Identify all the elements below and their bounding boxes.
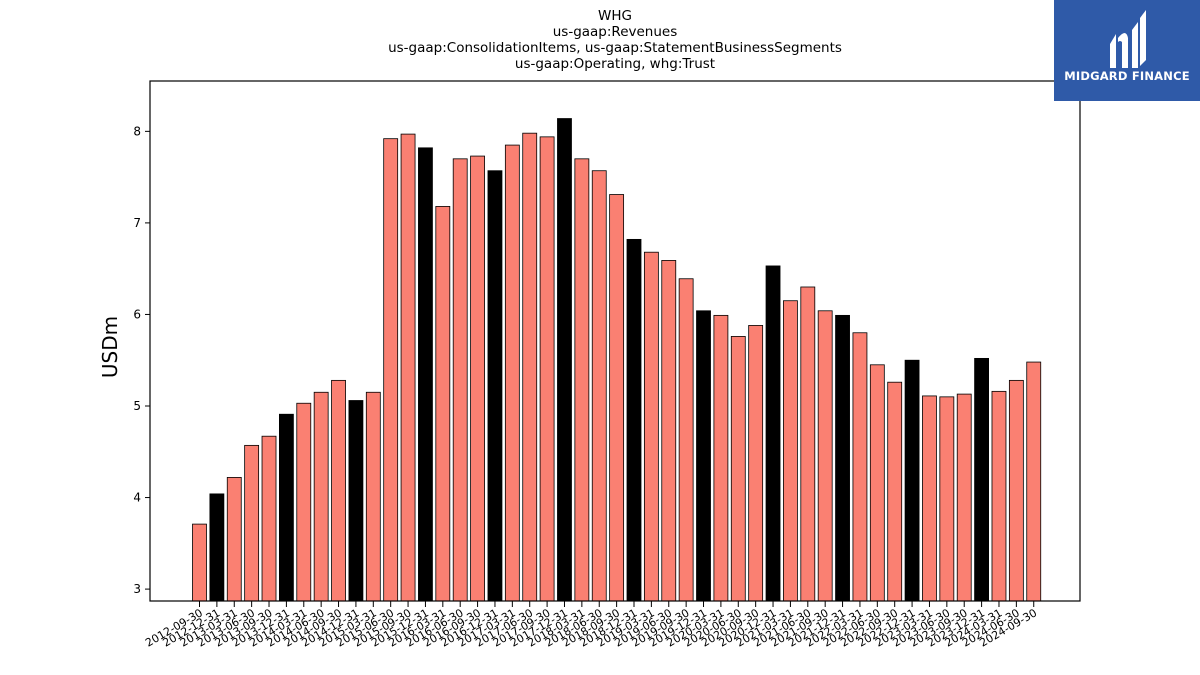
title-line-axes: us-gaap:ConsolidationItems, us-gaap:Stat… — [388, 40, 842, 56]
y-tick-label: 4 — [133, 491, 141, 505]
bar — [800, 286, 816, 602]
bar — [956, 393, 972, 602]
bar — [835, 314, 850, 602]
bar — [452, 158, 468, 602]
bar — [192, 523, 207, 602]
bar — [922, 395, 937, 602]
bar — [609, 194, 625, 602]
bar — [296, 402, 312, 602]
y-tick-label: 7 — [133, 216, 141, 230]
bar — [852, 332, 868, 602]
bar — [817, 310, 833, 602]
bar — [383, 138, 399, 602]
bar — [904, 359, 920, 602]
bar — [991, 390, 1007, 602]
bar — [244, 444, 260, 602]
bar — [557, 118, 572, 602]
bar — [765, 265, 781, 602]
bar — [487, 170, 503, 602]
y-tick-label: 3 — [133, 582, 141, 596]
title-line-ticker: WHG — [598, 8, 632, 24]
y-tick-label: 6 — [133, 307, 141, 321]
bar — [730, 336, 746, 602]
bar — [887, 381, 903, 602]
logo-mark-icon — [1110, 10, 1146, 68]
bar — [783, 300, 798, 602]
bar — [939, 396, 955, 602]
y-tick-label: 5 — [133, 399, 141, 413]
bar — [626, 238, 642, 602]
bar — [974, 357, 989, 602]
logo-text: MIDGARD FINANCE — [1064, 69, 1190, 83]
bar — [869, 364, 885, 602]
bar — [313, 391, 329, 602]
bar — [261, 435, 277, 602]
bar — [591, 170, 607, 602]
bar — [209, 493, 225, 602]
bar — [696, 310, 711, 602]
title-line-members: us-gaap:Operating, whg:Trust — [514, 56, 716, 72]
bar — [1026, 361, 1042, 602]
plot-frame — [149, 80, 1081, 602]
title-line-concept: us-gaap:Revenues — [552, 24, 678, 40]
y-tick-label: 8 — [133, 124, 141, 138]
bar — [1008, 379, 1024, 602]
bar — [470, 155, 485, 602]
y-axis-label: USDm — [98, 316, 122, 378]
midgard-finance-logo: MIDGARD FINANCE — [1054, 0, 1200, 101]
bar — [748, 325, 764, 602]
bar — [435, 206, 451, 602]
bar — [539, 136, 555, 602]
bar — [678, 278, 694, 602]
bar — [331, 379, 346, 602]
bar — [574, 158, 590, 602]
bar — [365, 391, 381, 602]
bar — [522, 132, 538, 602]
bar — [278, 413, 294, 602]
bar — [643, 251, 659, 602]
bar — [226, 477, 242, 602]
bar — [504, 144, 520, 602]
bar — [713, 314, 729, 602]
bar — [418, 147, 433, 602]
bar — [400, 133, 416, 602]
bar — [348, 400, 364, 602]
bar — [661, 260, 677, 602]
